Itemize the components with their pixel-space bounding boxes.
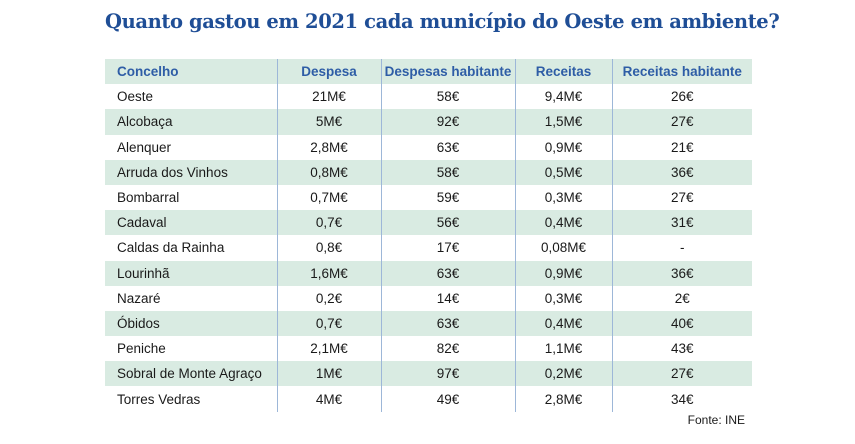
column-header: Despesas habitante xyxy=(380,59,515,85)
cell-despesas-habitante: 58€ xyxy=(380,159,515,185)
table-row: Alenquer 2,8M€ 63€ 0,9M€ 21€ xyxy=(105,134,752,160)
cell-concelho: Cadaval xyxy=(105,210,277,236)
cell-receitas-habitante: 27€ xyxy=(611,361,752,387)
header-row: Concelho Despesa Despesas habitante Rece… xyxy=(105,59,752,85)
cell-receitas: 9,4M€ xyxy=(514,84,612,110)
cell-concelho: Caldas da Rainha xyxy=(117,240,225,256)
cell-receitas: 0,5M€ xyxy=(514,159,612,185)
cell-despesas-habitante: 49€ xyxy=(380,386,515,412)
cell-receitas-habitante: 43€ xyxy=(611,336,752,362)
cell-despesas-habitante: 63€ xyxy=(380,310,515,337)
cell-receitas-habitante: - xyxy=(611,235,752,261)
cell-receitas-habitante: 36€ xyxy=(611,159,752,185)
cell-receitas-habitante: 36€ xyxy=(611,260,752,286)
cell-despesas-habitante: 58€ xyxy=(380,84,515,110)
cell-receitas: 0,08M€ xyxy=(514,235,612,261)
table-row: Lourinhã 1,6M€ 63€ 0,9M€ 36€ xyxy=(105,260,752,286)
cell-receitas: 0,9M€ xyxy=(514,134,612,160)
cell-receitas: 0,2M€ xyxy=(514,361,612,387)
cell-despesa: 0,7€ xyxy=(276,210,381,236)
cell-receitas-habitante: 27€ xyxy=(611,109,752,135)
cell-despesa: 0,8M€ xyxy=(276,159,381,185)
cell-receitas-habitante: 34€ xyxy=(611,386,752,412)
cell-concelho: Sobral de Monte Agraço xyxy=(105,361,277,387)
cell-despesas-habitante: 97€ xyxy=(380,361,515,387)
cell-receitas-habitante: 21€ xyxy=(611,134,752,160)
cell-despesa: 21M€ xyxy=(276,84,381,110)
cell-receitas: 0,9M€ xyxy=(514,260,612,286)
cell-receitas: 2,8M€ xyxy=(514,386,612,412)
cell-despesa: 1M€ xyxy=(276,361,381,387)
cell-concelho: Lourinhã xyxy=(105,260,277,286)
cell-despesa: 0,7M€ xyxy=(276,184,381,211)
cell-despesa: 0,2€ xyxy=(276,285,381,311)
column-header: Despesa xyxy=(276,59,381,85)
cell-concelho: Alcobaça xyxy=(105,109,277,135)
cell-despesa: 2,8M€ xyxy=(276,134,381,160)
cell-despesas-habitante: 56€ xyxy=(380,210,515,236)
source-note: Fonte: INE xyxy=(687,413,745,427)
cell-concelho: Nazaré xyxy=(117,290,161,306)
cell-concelho: Bombarral xyxy=(117,190,180,206)
cell-despesas-habitante: 63€ xyxy=(380,260,515,286)
table-row: Nazaré 0,2€ 14€ 0,3M€ 2€ xyxy=(105,285,752,311)
table-row: Torres Vedras 4M€ 49€ 2,8M€ 34€ xyxy=(105,386,752,412)
table-row: Alcobaça 5M€ 92€ 1,5M€ 27€ xyxy=(105,109,752,135)
cell-receitas: 0,4M€ xyxy=(514,310,612,337)
cell-despesas-habitante: 82€ xyxy=(380,336,515,362)
table-row: Cadaval 0,7€ 56€ 0,4M€ 31€ xyxy=(105,210,752,236)
cell-concelho: Óbidos xyxy=(105,310,277,337)
data-table: Concelho Despesa Despesas habitante Rece… xyxy=(105,59,752,412)
cell-concelho: Peniche xyxy=(117,341,166,357)
table-row: Arruda dos Vinhos 0,8M€ 58€ 0,5M€ 36€ xyxy=(105,159,752,185)
cell-despesa: 0,7€ xyxy=(276,310,381,337)
cell-despesa: 4M€ xyxy=(276,386,381,412)
cell-despesas-habitante: 59€ xyxy=(380,184,515,211)
cell-concelho: Oeste xyxy=(117,89,154,105)
cell-receitas: 0,4M€ xyxy=(514,210,612,236)
column-header: Receitas habitante xyxy=(611,59,752,85)
cell-receitas-habitante: 26€ xyxy=(611,84,752,110)
cell-despesas-habitante: 92€ xyxy=(380,109,515,135)
cell-concelho: Torres Vedras xyxy=(117,391,201,407)
table-row: Caldas da Rainha 0,8€ 17€ 0,08M€ - xyxy=(105,235,752,261)
cell-concelho: Alenquer xyxy=(117,139,172,155)
cell-receitas: 0,3M€ xyxy=(514,184,612,211)
cell-receitas: 1,5M€ xyxy=(514,109,612,135)
table-row: Oeste 21M€ 58€ 9,4M€ 26€ xyxy=(105,84,752,110)
table-row: Óbidos 0,7€ 63€ 0,4M€ 40€ xyxy=(105,310,752,337)
cell-receitas: 0,3M€ xyxy=(514,285,612,311)
table-row: Peniche 2,1M€ 82€ 1,1M€ 43€ xyxy=(105,336,752,362)
cell-despesa: 5M€ xyxy=(276,109,381,135)
cell-receitas: 1,1M€ xyxy=(514,336,612,362)
cell-receitas-habitante: 2€ xyxy=(611,285,752,311)
column-header: Receitas xyxy=(514,59,612,85)
cell-despesa: 0,8€ xyxy=(276,235,381,261)
cell-despesas-habitante: 17€ xyxy=(380,235,515,261)
table-row: Bombarral 0,7M€ 59€ 0,3M€ 27€ xyxy=(105,184,752,211)
cell-concelho: Arruda dos Vinhos xyxy=(105,159,277,185)
cell-receitas-habitante: 40€ xyxy=(611,310,752,337)
cell-despesas-habitante: 63€ xyxy=(380,134,515,160)
cell-despesa: 1,6M€ xyxy=(276,260,381,286)
column-header: Concelho xyxy=(105,59,277,85)
cell-receitas-habitante: 31€ xyxy=(611,210,752,236)
page-title: Quanto gastou em 2021 cada município do … xyxy=(105,10,780,33)
cell-receitas-habitante: 27€ xyxy=(611,184,752,211)
cell-despesa: 2,1M€ xyxy=(276,336,381,362)
table-row: Sobral de Monte Agraço 1M€ 97€ 0,2M€ 27€ xyxy=(105,361,752,387)
cell-despesas-habitante: 14€ xyxy=(380,285,515,311)
